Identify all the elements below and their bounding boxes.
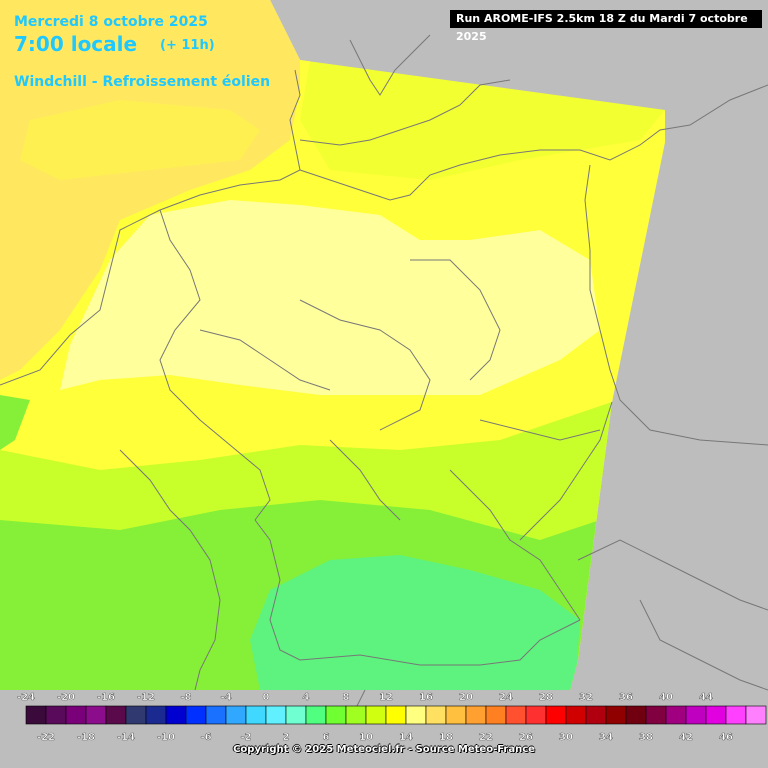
legend-swatch <box>485 705 507 725</box>
legend-swatch <box>225 705 247 725</box>
legend-swatch <box>365 705 387 725</box>
legend-swatch <box>125 705 147 725</box>
legend-swatch <box>505 705 527 725</box>
legend-swatch <box>545 705 567 725</box>
legend-swatch <box>105 705 127 725</box>
legend-swatch <box>65 705 87 725</box>
legend-tick-label: 26 <box>519 732 533 743</box>
legend-swatch <box>25 705 47 725</box>
legend-swatch <box>345 705 367 725</box>
legend-tick-label: -22 <box>37 732 55 743</box>
copyright-notice: Copyright © 2025 Meteociel.fr - Source M… <box>233 744 535 755</box>
legend-tick-label: -2 <box>240 732 251 743</box>
cyan-green-zone <box>250 555 580 690</box>
legend-swatch <box>165 705 187 725</box>
legend-swatch <box>665 705 687 725</box>
legend-tick-label: 10 <box>359 732 373 743</box>
legend-tick-label: 6 <box>323 732 330 743</box>
legend-swatch <box>605 705 627 725</box>
legend-swatch <box>445 705 467 725</box>
legend-swatch <box>185 705 207 725</box>
legend-tick-label: 8 <box>343 692 350 703</box>
legend-tick-label: 18 <box>439 732 453 743</box>
legend-tick-label: 0 <box>263 692 270 703</box>
legend-tick-label: -20 <box>57 692 75 703</box>
legend-tick-label: -12 <box>137 692 155 703</box>
legend-tick-label: -24 <box>17 692 35 703</box>
legend-tick-label: 12 <box>379 692 393 703</box>
legend-swatch <box>525 705 547 725</box>
legend-tick-label: 44 <box>699 692 713 703</box>
map-parameter-title: Windchill - Refroissement éolien <box>14 74 271 90</box>
legend-bottom-labels: -22 -18 -14 -10 -6 -2 2 6 10 14 18 22 26 30 34 38 42 46 <box>37 732 733 743</box>
legend-swatch <box>725 705 747 725</box>
legend-swatch <box>285 705 307 725</box>
legend-tick-label: 46 <box>719 732 733 743</box>
forecast-date: Mercredi 8 octobre 2025 <box>14 14 208 30</box>
legend-swatch <box>745 705 767 725</box>
forecast-offset: (+ 11h) <box>160 38 215 53</box>
legend-tick-label: 42 <box>679 732 693 743</box>
legend-swatch <box>385 705 407 725</box>
forecast-time: 7:00 locale <box>14 32 138 56</box>
legend-swatch <box>685 705 707 725</box>
legend-tick-label: 36 <box>619 692 633 703</box>
legend-swatch <box>425 705 447 725</box>
legend-swatch <box>585 705 607 725</box>
legend-tick-label: 22 <box>479 732 493 743</box>
legend-swatch <box>45 705 67 725</box>
legend-tick-label: -8 <box>180 692 191 703</box>
model-run-info: Run AROME-IFS 2.5km 18 Z du Mardi 7 octo… <box>450 10 762 43</box>
legend-swatch <box>645 705 667 725</box>
color-scale-legend: -24 -20 -16 -12 -8 -4 0 4 8 12 16 20 24 28 32 36 40 44 -2… <box>17 692 767 743</box>
legend-swatch <box>405 705 427 725</box>
legend-tick-label: 30 <box>559 732 573 743</box>
legend-swatch <box>265 705 287 725</box>
legend-swatch <box>85 705 107 725</box>
legend-tick-label: 14 <box>399 732 413 743</box>
legend-tick-label: 40 <box>659 692 673 703</box>
legend-tick-label: -4 <box>220 692 231 703</box>
legend-tick-label: -10 <box>157 732 175 743</box>
legend-tick-label: 24 <box>499 692 513 703</box>
legend-tick-label: 20 <box>459 692 473 703</box>
legend-tick-label: 32 <box>579 692 593 703</box>
legend-tick-label: -18 <box>77 732 95 743</box>
legend-tick-label: 2 <box>283 732 290 743</box>
legend-tick-label: -14 <box>117 732 135 743</box>
legend-swatch <box>465 705 487 725</box>
legend-swatch <box>625 705 647 725</box>
legend-tick-label: 4 <box>303 692 310 703</box>
legend-tick-label: 16 <box>419 692 433 703</box>
legend-tick-label: 34 <box>599 732 613 743</box>
legend-tick-label: 28 <box>539 692 553 703</box>
legend-swatch <box>205 705 227 725</box>
legend-swatch <box>305 705 327 725</box>
legend-tick-label: -6 <box>200 732 211 743</box>
legend-swatch <box>325 705 347 725</box>
legend-swatch <box>245 705 267 725</box>
legend-tick-label: -16 <box>97 692 115 703</box>
green-west-patch <box>0 395 30 450</box>
legend-top-labels: -24 -20 -16 -12 -8 -4 0 4 8 12 16 20 24 28 32 36 40 44 <box>17 692 713 703</box>
borders-and-coastlines <box>0 34 768 721</box>
legend-swatch <box>705 705 727 725</box>
legend-tick-label: 38 <box>639 732 653 743</box>
legend-swatch <box>565 705 587 725</box>
sea-area <box>0 0 300 380</box>
land-pale-zone <box>60 200 600 395</box>
legend-swatch <box>145 705 167 725</box>
sea-warm-patch <box>20 100 260 180</box>
legend-swatches <box>25 705 767 725</box>
